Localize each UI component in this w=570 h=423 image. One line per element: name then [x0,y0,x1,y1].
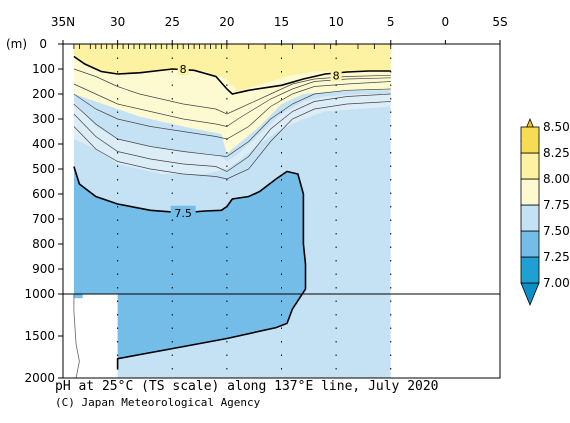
x-tick-label: 15 [274,15,289,29]
fill-band-7.60-7.75 [73,94,391,174]
x-tick-label: 35N [51,15,75,29]
y-tick-label: 200 [32,87,55,101]
fill-band-8.00-8.25 [73,44,391,92]
y-tick-label: 1500 [24,329,55,343]
contour-label: 8 [333,69,340,82]
contour-thin-1 [73,68,391,115]
chart-credit: (C) Japan Meteorological Agency [55,396,261,409]
colorbar-label: 8.25 [543,146,570,160]
y-tick-label: 500 [32,162,55,176]
x-tick-label: 20 [219,15,234,29]
fill-band-7.00-7.50 [73,166,306,370]
y-tick-label: 800 [32,237,55,251]
contour-label: 8 [180,63,187,76]
colorbar-label: 8.00 [543,172,570,186]
x-tick-label: 0 [442,15,450,29]
y-tick-label: 600 [32,187,55,201]
colorbar-segment [520,178,540,206]
x-tick-label: 10 [328,15,343,29]
contour-label-bg [330,68,342,82]
contour-thin-5 [73,93,391,172]
y-tick-label: 700 [32,212,55,226]
contour-7.50 [73,166,307,370]
colorbar-segment [520,126,540,154]
no-data-region [73,294,118,378]
colorbar-segment [520,230,540,258]
y-tick-label: 100 [32,62,55,76]
y-axis-unit: (m) [6,37,27,51]
x-tick-label: 30 [110,15,125,29]
fill-patch-upper [73,294,83,299]
colorbar-segment [520,256,540,284]
contour-label: 7.5 [174,207,192,220]
contour-label-bg [177,62,189,75]
colorbar-label: 7.25 [543,250,570,264]
colorbar-label: 7.75 [543,198,570,212]
colorbar-segment [520,152,540,180]
colorbar-label: 7.00 [543,276,570,290]
y-tick-label: 400 [32,137,55,151]
x-tick-label: 5 [387,15,395,29]
y-tick-label: 1000 [24,287,55,301]
colorbar-segment [520,204,540,232]
colorbar-low-arrow [520,282,540,307]
x-tick-label: 5S [492,15,507,29]
colorbar-label: 8.50 [543,120,570,134]
y-tick-label: 0 [39,37,47,51]
contour-label-bg [170,205,196,219]
chart-title: pH at 25°C (TS scale) along 137°E line, … [55,379,439,394]
colorbar-label: 7.50 [543,224,570,238]
y-tick-label: 900 [32,262,55,276]
contour-edge-left [73,294,80,379]
y-tick-label: 2000 [24,371,55,385]
x-tick-label: 25 [165,15,180,29]
y-tick-label: 300 [32,112,55,126]
